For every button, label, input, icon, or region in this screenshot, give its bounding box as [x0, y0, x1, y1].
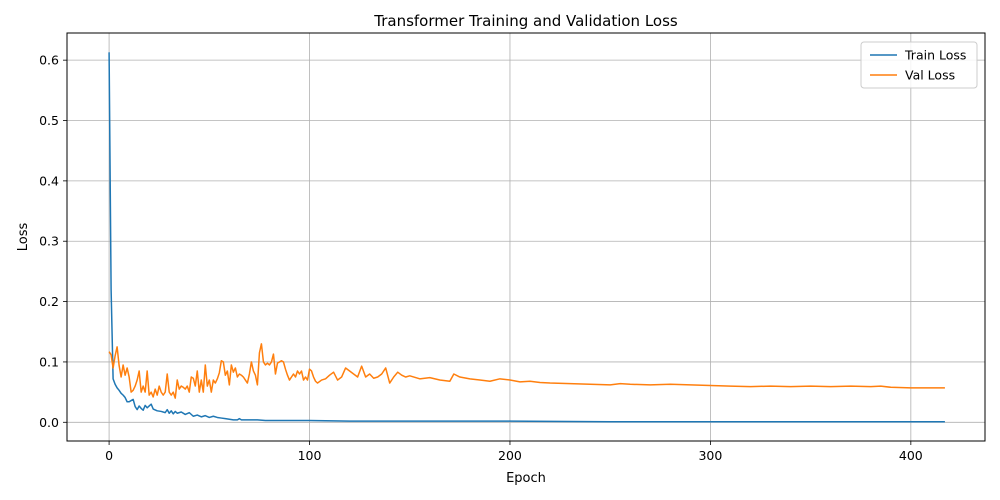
series-line-val-loss: [108, 343, 945, 399]
y-axis: 0.0 0.1 0.2 0.3 0.4 0.5 0.6: [39, 53, 67, 430]
y-tick-label: 0.2: [39, 294, 59, 309]
x-tick-label: 0: [105, 448, 113, 463]
x-tick-label: 100: [298, 448, 322, 463]
grid-lines: [67, 33, 985, 441]
series-line-train-loss: [108, 52, 945, 423]
y-axis-label: Loss: [16, 223, 31, 252]
plot-frame: [66, 32, 986, 442]
y-tick-label: 0.1: [39, 354, 59, 369]
x-tick-label: 300: [698, 448, 722, 463]
x-tick-label: 200: [498, 448, 522, 463]
y-tick-label: 0.6: [39, 53, 59, 68]
chart-title: Transformer Training and Validation Loss: [373, 12, 678, 30]
y-tick-label: 0.5: [39, 113, 59, 128]
legend-label: Val Loss: [905, 68, 955, 83]
x-axis: 0 100 200 300 400: [105, 441, 923, 463]
legend-label: Train Loss: [904, 48, 966, 63]
legend-box: [860, 41, 978, 89]
y-tick-label: 0.3: [39, 234, 59, 249]
x-axis-label: Epoch: [506, 471, 546, 486]
legend: Train Loss Val Loss: [860, 41, 978, 89]
y-tick-label: 0.0: [39, 415, 59, 430]
x-tick-label: 400: [899, 448, 923, 463]
y-tick-label: 0.4: [39, 173, 59, 188]
series-layer: [108, 52, 945, 423]
